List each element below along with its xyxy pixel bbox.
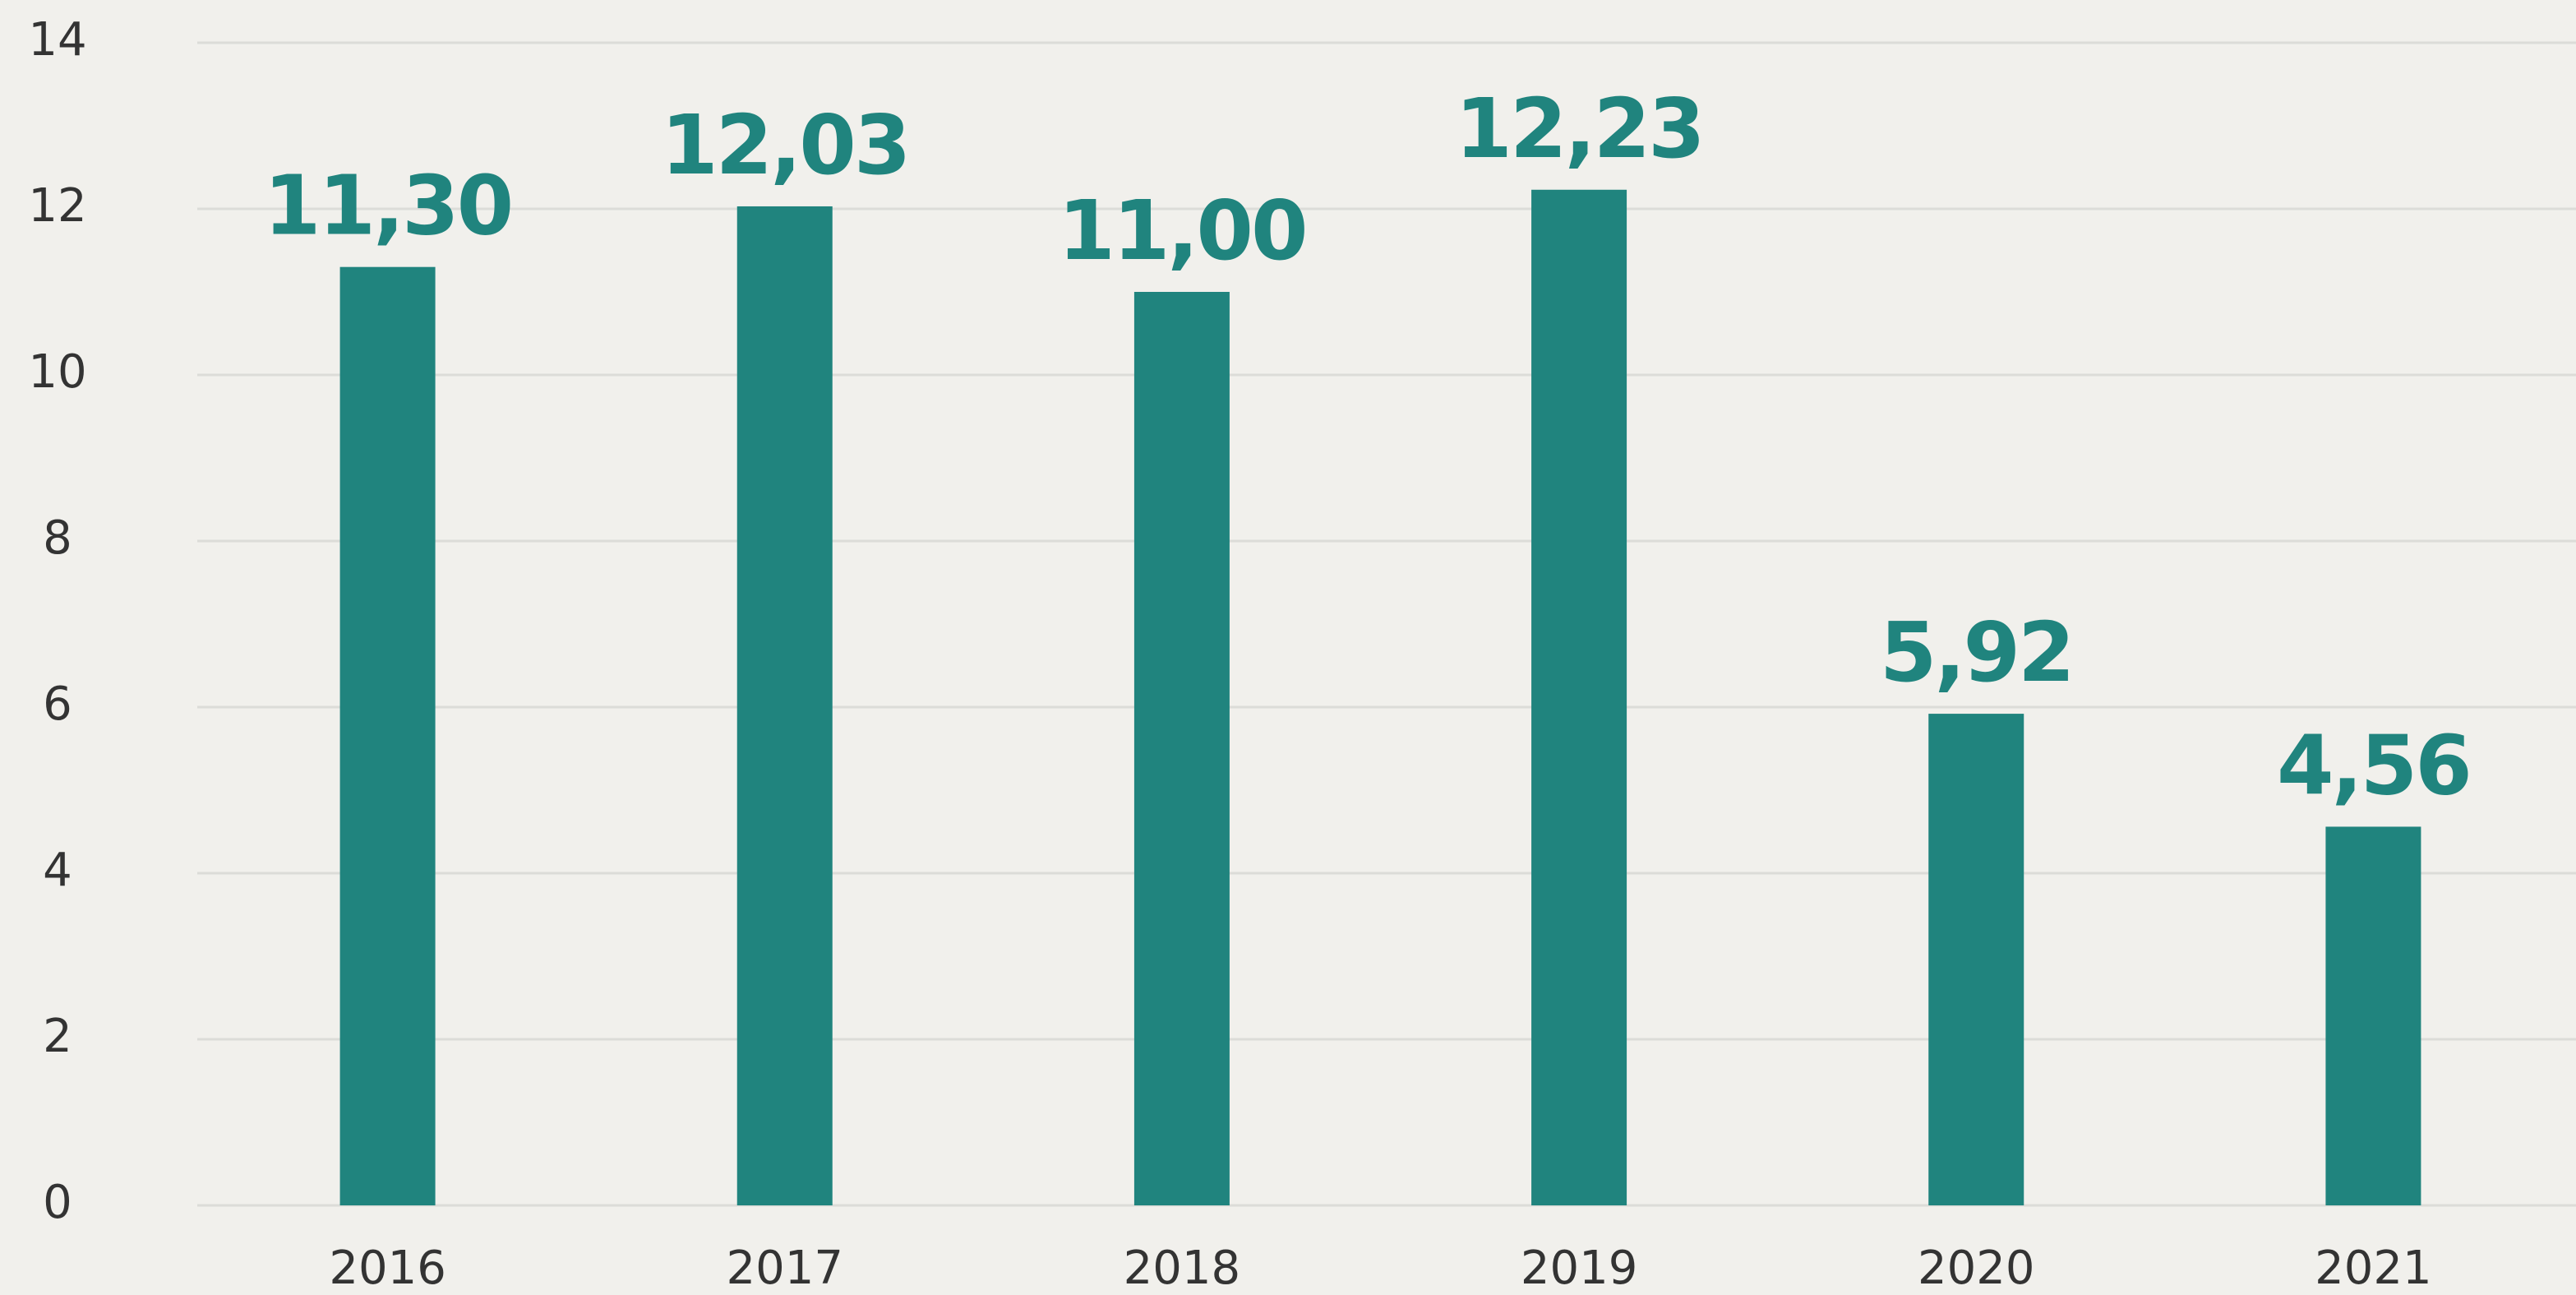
bar [736,206,833,1206]
bar [339,266,436,1206]
y-tick-label: 6 [43,678,72,731]
bar [2325,826,2421,1205]
x-tick-label: 2016 [329,1242,446,1295]
x-tick-label: 2017 [726,1242,843,1295]
bar [1133,292,1230,1205]
y-tick-label: 4 [43,844,72,897]
value-label: 12,23 [1455,81,1702,177]
y-tick-label: 14 [28,13,86,67]
y-tick-label: 12 [28,179,86,233]
y-tick-label: 0 [43,1176,72,1229]
x-tick-label: 2018 [1124,1242,1241,1295]
x-tick-label: 2021 [2315,1242,2432,1295]
value-label: 5,92 [1880,604,2073,701]
bar [1531,189,1627,1205]
x-tick-label: 2020 [1918,1242,2035,1295]
x-tick-label: 2019 [1521,1242,1638,1295]
value-label: 11,30 [264,158,511,254]
value-label: 4,56 [2277,717,2470,813]
value-label: 11,00 [1058,183,1305,279]
value-label: 12,03 [661,97,908,193]
y-tick-label: 8 [43,511,72,565]
y-tick-label: 2 [43,1010,72,1063]
y-tick-label: 10 [28,345,86,399]
bar [1928,714,2024,1205]
